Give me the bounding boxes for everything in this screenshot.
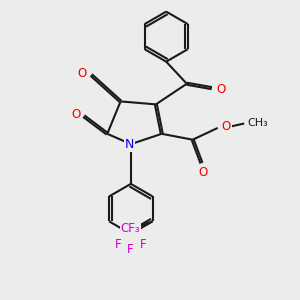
- Text: O: O: [71, 108, 80, 121]
- Text: O: O: [216, 83, 225, 96]
- Text: F: F: [127, 243, 134, 256]
- Text: CF₃: CF₃: [121, 222, 140, 235]
- Text: O: O: [198, 166, 208, 178]
- Text: F: F: [140, 238, 146, 251]
- Text: O: O: [78, 67, 87, 80]
- Text: N: N: [125, 138, 134, 151]
- Text: CH₃: CH₃: [247, 118, 268, 128]
- Text: F: F: [116, 238, 122, 251]
- Text: O: O: [221, 120, 231, 133]
